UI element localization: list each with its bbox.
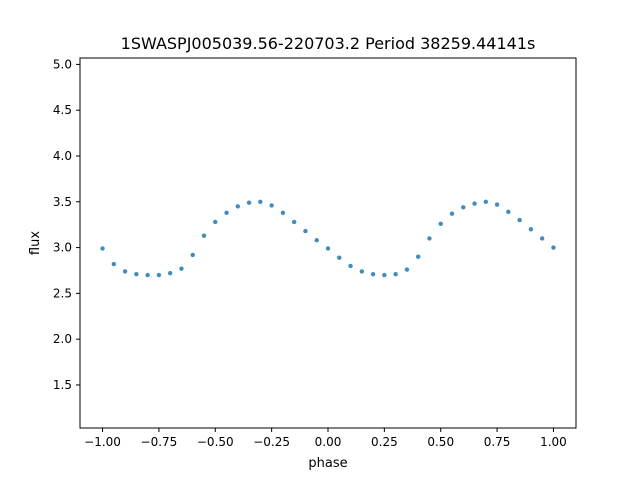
data-point: [337, 255, 342, 260]
y-tick-label: 5.0: [53, 57, 72, 71]
y-tick-label: 3.0: [53, 241, 72, 255]
data-point: [427, 236, 432, 241]
data-point: [145, 272, 150, 278]
y-tick-label: 3.5: [53, 195, 72, 209]
data-point: [506, 209, 511, 215]
data-point: [201, 233, 207, 238]
y-tick-label: 2.5: [53, 286, 72, 300]
data-point: [325, 246, 331, 251]
x-tick-label: −0.50: [197, 435, 234, 449]
data-point: [528, 227, 534, 232]
y-tick-label: 4.5: [53, 103, 72, 117]
y-axis-label: flux: [28, 231, 43, 255]
x-tick-label: 1.00: [540, 435, 567, 449]
data-point: [122, 269, 128, 274]
y-tick-label: 4.0: [53, 149, 72, 163]
data-point: [461, 205, 466, 210]
data-point: [258, 199, 263, 204]
y-tick-label: 1.5: [53, 378, 72, 392]
data-point: [494, 202, 500, 207]
data-point: [134, 271, 139, 277]
data-point: [472, 201, 477, 206]
data-point: [190, 252, 195, 258]
chart-title: 1SWASPJ005039.56-220703.2 Period 38259.4…: [121, 34, 536, 53]
data-point: [303, 228, 308, 234]
data-point: [100, 246, 105, 251]
data-point: [517, 217, 522, 223]
x-tick-label: −1.00: [84, 435, 121, 449]
data-point: [404, 267, 410, 272]
data-point: [269, 203, 274, 208]
data-point: [291, 219, 297, 225]
x-axis: −1.00 −0.75 −0.50 −0.25 0.00 0.25 0.50 0.75 1.00: [84, 428, 567, 449]
y-tick-label: 2.0: [53, 332, 72, 346]
data-point: [370, 271, 376, 277]
data-point: [348, 263, 353, 269]
data-point: [213, 219, 218, 225]
data-point: [415, 254, 421, 259]
data-point: [179, 266, 184, 271]
x-tick-label: −0.25: [253, 435, 290, 449]
data-point: [438, 221, 443, 226]
x-axis-label: phase: [308, 456, 347, 471]
data-point: [111, 261, 117, 267]
data-point: [539, 236, 545, 241]
data-point: [246, 200, 252, 205]
data-point: [382, 272, 387, 278]
x-tick-label: 0.00: [315, 435, 342, 449]
data-point: [359, 269, 365, 274]
data-point: [167, 271, 173, 276]
data-point: [314, 238, 319, 243]
x-tick-label: −0.75: [141, 435, 178, 449]
data-point: [449, 211, 455, 216]
data-point: [483, 199, 489, 204]
y-axis: 1.5 2.0 2.5 3.0 3.5 4.0 4.5 5.0: [53, 57, 80, 392]
x-tick-label: 0.50: [427, 435, 454, 449]
data-point: [551, 245, 556, 250]
data-point: [224, 210, 229, 215]
scatter-points: [100, 199, 556, 278]
data-point: [156, 272, 162, 278]
x-tick-label: 0.75: [484, 435, 511, 449]
data-point: [280, 210, 286, 215]
x-tick-label: 0.25: [371, 435, 398, 449]
data-point: [235, 204, 241, 209]
data-point: [393, 271, 398, 277]
